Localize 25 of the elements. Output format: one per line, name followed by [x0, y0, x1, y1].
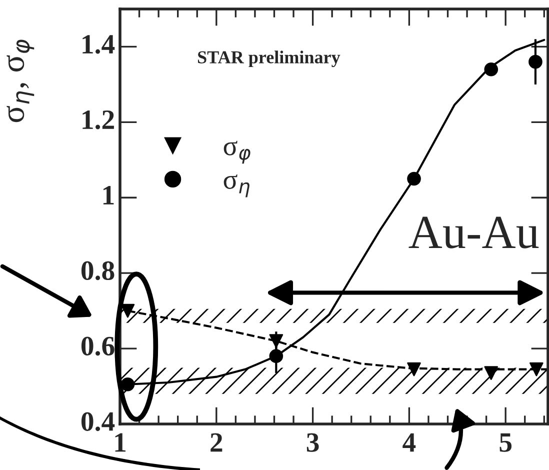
- x-tick-label: 2: [210, 433, 222, 452]
- legend-label: σ$_{η}$: [224, 174, 250, 198]
- point: [120, 377, 135, 392]
- y-tick-label: 1.2: [82, 110, 114, 130]
- annotation: STAR preliminary: [198, 50, 340, 68]
- point: [269, 349, 284, 363]
- y-tick-label: 0.4: [81, 412, 115, 432]
- x-tick-label: 4: [402, 433, 416, 452]
- x-tick-label: 3: [306, 433, 319, 452]
- annotation: Au-Au: [408, 216, 539, 248]
- point: [528, 54, 542, 69]
- y-tick-label: 1.4: [82, 35, 115, 54]
- point: [407, 172, 421, 186]
- x-tick-label: 5: [500, 433, 512, 452]
- point: [530, 362, 544, 376]
- y-tick-label: 0.6: [81, 336, 114, 356]
- legend-label: σ$_{φ}$: [224, 140, 250, 164]
- y-tick-label: 1: [103, 186, 114, 204]
- point: [484, 62, 498, 76]
- point: [407, 362, 421, 376]
- y-axis-title: σ$_{η}$, σ$_{φ}$: [6, 40, 34, 122]
- y-tick-label: 0.8: [81, 261, 114, 280]
- point: [120, 304, 135, 318]
- point: [484, 366, 498, 380]
- point: [269, 334, 284, 348]
